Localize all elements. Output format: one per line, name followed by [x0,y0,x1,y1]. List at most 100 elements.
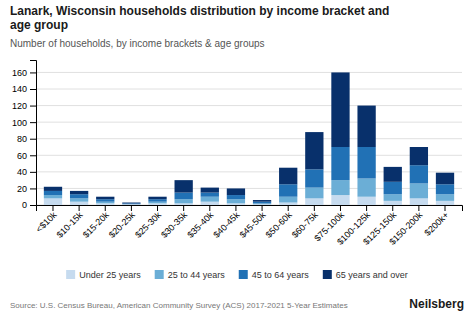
bar [175,193,193,200]
bar [305,188,323,199]
tick-label: 100 [12,118,27,128]
grid-line [36,122,462,123]
tick-mark [30,106,36,107]
bar [227,199,245,203]
bar [70,194,88,198]
bar [331,147,349,180]
bar [70,198,88,201]
bar [357,147,375,178]
tick-label: $45-50k [238,209,268,239]
tick-label: 0 [22,200,27,210]
bar [279,168,297,185]
bar [175,180,193,192]
tick-mark [262,205,263,211]
y-axis: 020406080100120140160 [12,61,37,211]
bar [305,169,323,187]
tick-mark [183,205,184,211]
bar [410,183,428,198]
tick-label: $50-60k [264,209,294,239]
tick-label: 160 [12,68,27,78]
tick: 100 [12,118,36,128]
tick: $45-50k [238,205,268,240]
legend-item: 45 to 64 years [239,270,310,280]
bar-series [44,147,454,204]
grid-line [36,155,462,156]
grid-line [36,72,462,73]
title: Lanark, Wisconsin households distributio… [10,4,389,32]
bar [96,202,114,204]
bar [253,204,271,205]
legend-label: 25 to 44 years [168,270,226,280]
tick: $200k+ [422,205,450,238]
bar [122,204,140,205]
tick-mark [79,205,80,211]
legend-swatch [323,270,332,279]
bar [279,184,297,196]
tick: 0 [22,200,36,210]
bar [44,195,62,198]
legend-label: Under 25 years [79,270,141,280]
bar [122,204,140,205]
bar [436,201,454,205]
bar [96,199,114,201]
bar [436,184,454,194]
bars [44,72,454,205]
tick-mark [314,205,315,211]
bar-series [44,195,454,205]
tick-mark [366,205,367,211]
bar [410,165,428,183]
bar [410,147,428,165]
grid-line [36,138,462,139]
bar [201,188,219,193]
bar [201,202,219,205]
bar [70,202,88,205]
tick-label: $30-35k [159,209,189,239]
grid-line [36,89,462,90]
axis-line [30,61,37,206]
tick-mark [392,205,393,211]
tick-mark [235,205,236,211]
tick-mark [30,155,36,156]
x-axis: <$10k$10-15k$15-20k$20-25k$25-30k$30-35k… [34,205,463,247]
bar [436,173,454,185]
bar [384,194,402,201]
tick-mark [30,139,36,140]
bar [175,199,193,203]
bar [44,198,62,205]
bar [410,198,428,205]
bar [436,194,454,201]
bar [357,106,375,147]
tick-mark [157,205,158,211]
bar [384,201,402,205]
tick: 20 [17,184,36,194]
tick-label: 80 [17,134,27,144]
tick: $20-25k [107,205,137,240]
bar [253,202,271,204]
bar-series [44,178,454,204]
tick: $30-35k [159,205,189,240]
bar [227,188,245,195]
tick: 120 [12,101,36,111]
tick-mark [418,205,419,211]
tick-mark [105,205,106,211]
bar [305,198,323,205]
bar [357,197,375,205]
tick: $35-40k [185,205,215,240]
tick-label: 60 [17,151,27,161]
legend-label: 45 to 64 years [252,270,310,280]
tick-mark [30,122,36,123]
tick-label: $35-40k [185,209,215,239]
tick-mark [52,205,53,211]
legend-item: Under 25 years [66,270,141,280]
bar [253,200,271,202]
bar [96,197,114,199]
bar [305,132,323,169]
legend-label: 65 years and over [336,270,408,280]
legend-item: 25 to 44 years [155,270,226,280]
tick: <$10k [34,205,59,234]
tick-label: $15-20k [81,209,111,239]
tick-label: $20-25k [107,209,137,239]
bar [148,202,166,204]
bar [331,195,349,205]
tick-label: 140 [12,84,27,94]
